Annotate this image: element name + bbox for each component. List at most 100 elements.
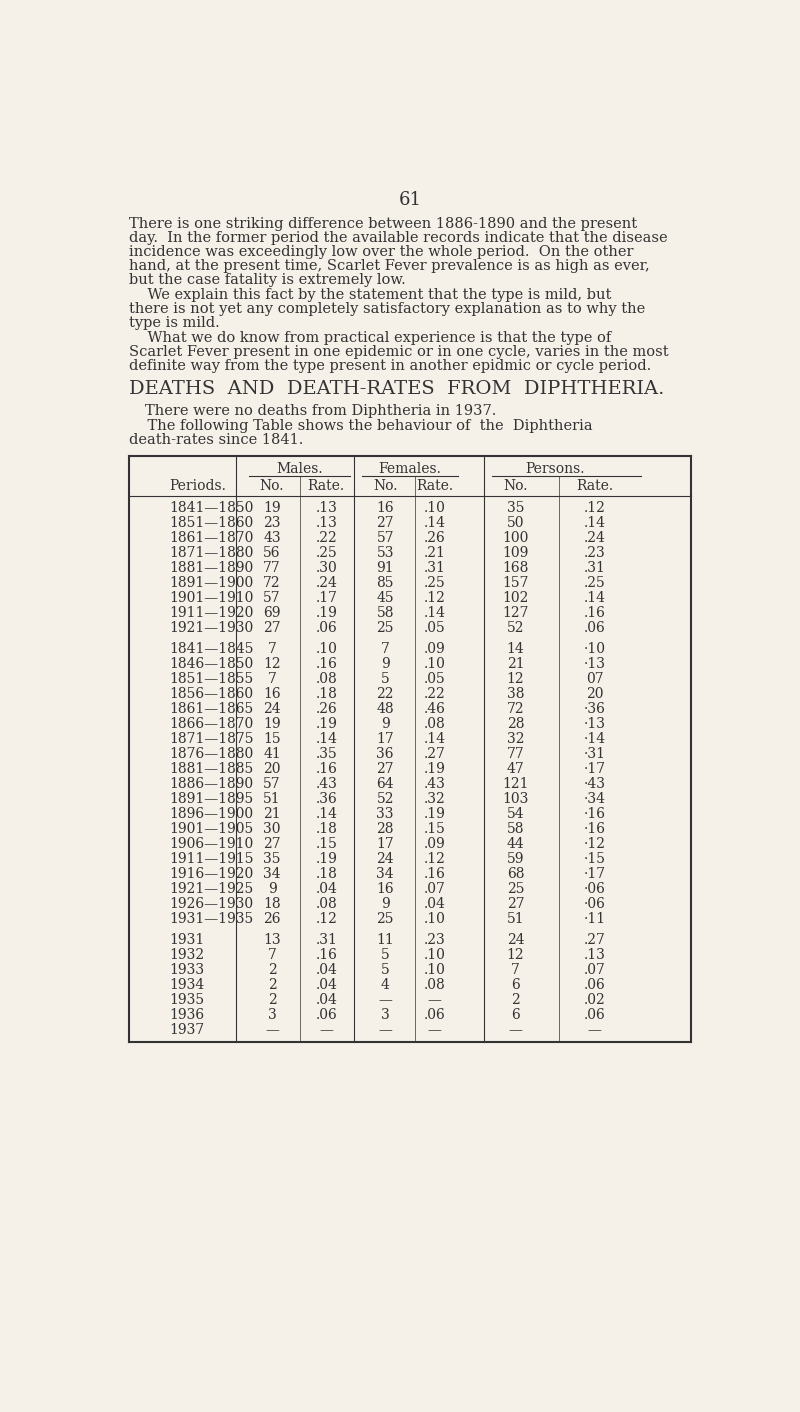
Text: 1936: 1936 <box>170 1008 205 1022</box>
Text: 36: 36 <box>377 747 394 761</box>
Text: .07: .07 <box>583 963 606 977</box>
Text: 1871—1880: 1871—1880 <box>170 545 254 559</box>
Text: .22: .22 <box>315 531 337 545</box>
Text: ·10: ·10 <box>583 642 606 655</box>
Text: .14: .14 <box>424 731 446 746</box>
Text: 19: 19 <box>263 500 281 514</box>
Text: 32: 32 <box>506 731 524 746</box>
Text: The following Table shows the behaviour of  the  Diphtheria: The following Table shows the behaviour … <box>130 419 593 433</box>
Text: 58: 58 <box>377 606 394 620</box>
Text: .14: .14 <box>424 606 446 620</box>
Text: .12: .12 <box>424 590 446 604</box>
Text: 1911—1915: 1911—1915 <box>170 851 254 866</box>
Text: 1932: 1932 <box>170 949 205 963</box>
Text: .10: .10 <box>424 912 446 926</box>
Text: ·06: ·06 <box>583 897 606 911</box>
Text: .13: .13 <box>583 949 606 963</box>
Text: there is not yet any completely satisfactory explanation as to why the: there is not yet any completely satisfac… <box>130 302 646 316</box>
Text: .12: .12 <box>583 500 606 514</box>
Text: 14: 14 <box>506 642 524 655</box>
Text: 157: 157 <box>502 576 529 590</box>
Text: .02: .02 <box>583 993 606 1007</box>
Text: DEATHS  AND  DEATH-RATES  FROM  DIPHTHERIA.: DEATHS AND DEATH-RATES FROM DIPHTHERIA. <box>130 380 665 398</box>
Text: .23: .23 <box>583 545 606 559</box>
Text: 77: 77 <box>263 561 281 575</box>
Text: .36: .36 <box>315 792 337 806</box>
Text: ·14: ·14 <box>583 731 606 746</box>
Text: .12: .12 <box>424 851 446 866</box>
Text: 1921—1930: 1921—1930 <box>170 621 254 634</box>
Text: 2: 2 <box>268 963 277 977</box>
Text: 1906—1910: 1906—1910 <box>170 837 254 851</box>
Text: ·17: ·17 <box>583 762 606 777</box>
Text: —: — <box>378 993 392 1007</box>
Text: 1935: 1935 <box>170 993 205 1007</box>
Text: 6: 6 <box>511 1008 520 1022</box>
Text: .13: .13 <box>315 515 338 530</box>
Text: .04: .04 <box>315 993 338 1007</box>
Text: There is one striking difference between 1886-1890 and the present: There is one striking difference between… <box>130 217 638 232</box>
Text: ·31: ·31 <box>583 747 606 761</box>
Text: 1861—1865: 1861—1865 <box>170 702 254 716</box>
Text: 69: 69 <box>263 606 281 620</box>
Text: 17: 17 <box>376 731 394 746</box>
Text: 28: 28 <box>377 822 394 836</box>
Text: 21: 21 <box>263 808 281 820</box>
Text: 77: 77 <box>506 747 524 761</box>
Text: 1921—1925: 1921—1925 <box>170 882 254 897</box>
Text: .14: .14 <box>424 515 446 530</box>
Text: 07: 07 <box>586 672 603 686</box>
Text: .10: .10 <box>424 657 446 671</box>
Text: 7: 7 <box>268 949 277 963</box>
Text: .24: .24 <box>583 531 606 545</box>
Text: .05: .05 <box>424 621 446 634</box>
Text: .08: .08 <box>315 897 337 911</box>
Text: 1866—1870: 1866—1870 <box>170 717 254 731</box>
Text: 33: 33 <box>377 808 394 820</box>
Text: .16: .16 <box>315 657 338 671</box>
Text: 2: 2 <box>268 979 277 993</box>
Text: 25: 25 <box>377 912 394 926</box>
Text: 1901—1905: 1901—1905 <box>170 822 254 836</box>
Text: 100: 100 <box>502 531 529 545</box>
Text: 1926—1930: 1926—1930 <box>170 897 254 911</box>
Text: 9: 9 <box>381 657 390 671</box>
Text: 21: 21 <box>506 657 524 671</box>
Text: .09: .09 <box>424 642 446 655</box>
Text: .18: .18 <box>315 867 338 881</box>
Text: .08: .08 <box>424 979 446 993</box>
Text: 168: 168 <box>502 561 529 575</box>
Text: ·12: ·12 <box>583 837 606 851</box>
Text: 52: 52 <box>506 621 524 634</box>
Text: 127: 127 <box>502 606 529 620</box>
Text: 68: 68 <box>506 867 524 881</box>
Text: Rate.: Rate. <box>308 479 345 493</box>
Text: 1851—1860: 1851—1860 <box>170 515 254 530</box>
Text: 38: 38 <box>506 686 524 700</box>
Text: .19: .19 <box>315 851 338 866</box>
Text: ·16: ·16 <box>583 808 606 820</box>
Text: 27: 27 <box>376 762 394 777</box>
Text: 34: 34 <box>376 867 394 881</box>
Text: .06: .06 <box>315 1008 337 1022</box>
Text: .04: .04 <box>315 882 338 897</box>
Text: .08: .08 <box>315 672 337 686</box>
Text: ·17: ·17 <box>583 867 606 881</box>
Text: ·43: ·43 <box>583 777 606 791</box>
Text: day.  In the former period the available records indicate that the disease: day. In the former period the available … <box>130 232 668 246</box>
Text: 16: 16 <box>376 500 394 514</box>
Text: 1876—1880: 1876—1880 <box>170 747 254 761</box>
Text: 72: 72 <box>506 702 524 716</box>
Text: 18: 18 <box>263 897 281 911</box>
Text: 1851—1855: 1851—1855 <box>170 672 254 686</box>
Text: 34: 34 <box>263 867 281 881</box>
Text: 1896—1900: 1896—1900 <box>170 808 254 820</box>
Text: 12: 12 <box>506 949 524 963</box>
Text: .05: .05 <box>424 672 446 686</box>
Text: 27: 27 <box>263 837 281 851</box>
Text: .06: .06 <box>583 979 606 993</box>
Text: .30: .30 <box>315 561 337 575</box>
Text: Females.: Females. <box>378 462 442 476</box>
Text: No.: No. <box>503 479 528 493</box>
Text: 43: 43 <box>263 531 281 545</box>
